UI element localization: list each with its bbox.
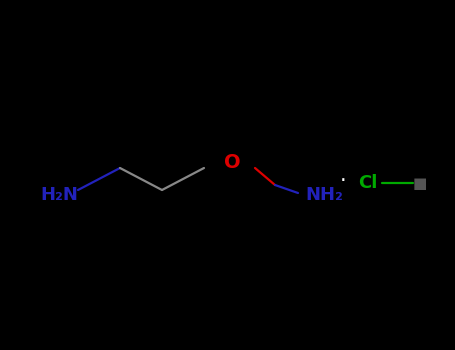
Text: O: O	[224, 153, 240, 172]
Text: H₂N: H₂N	[40, 186, 78, 204]
Text: ·: ·	[340, 171, 346, 191]
Text: ■: ■	[413, 175, 427, 190]
Text: NH₂: NH₂	[305, 186, 343, 204]
Text: Cl: Cl	[358, 174, 377, 192]
